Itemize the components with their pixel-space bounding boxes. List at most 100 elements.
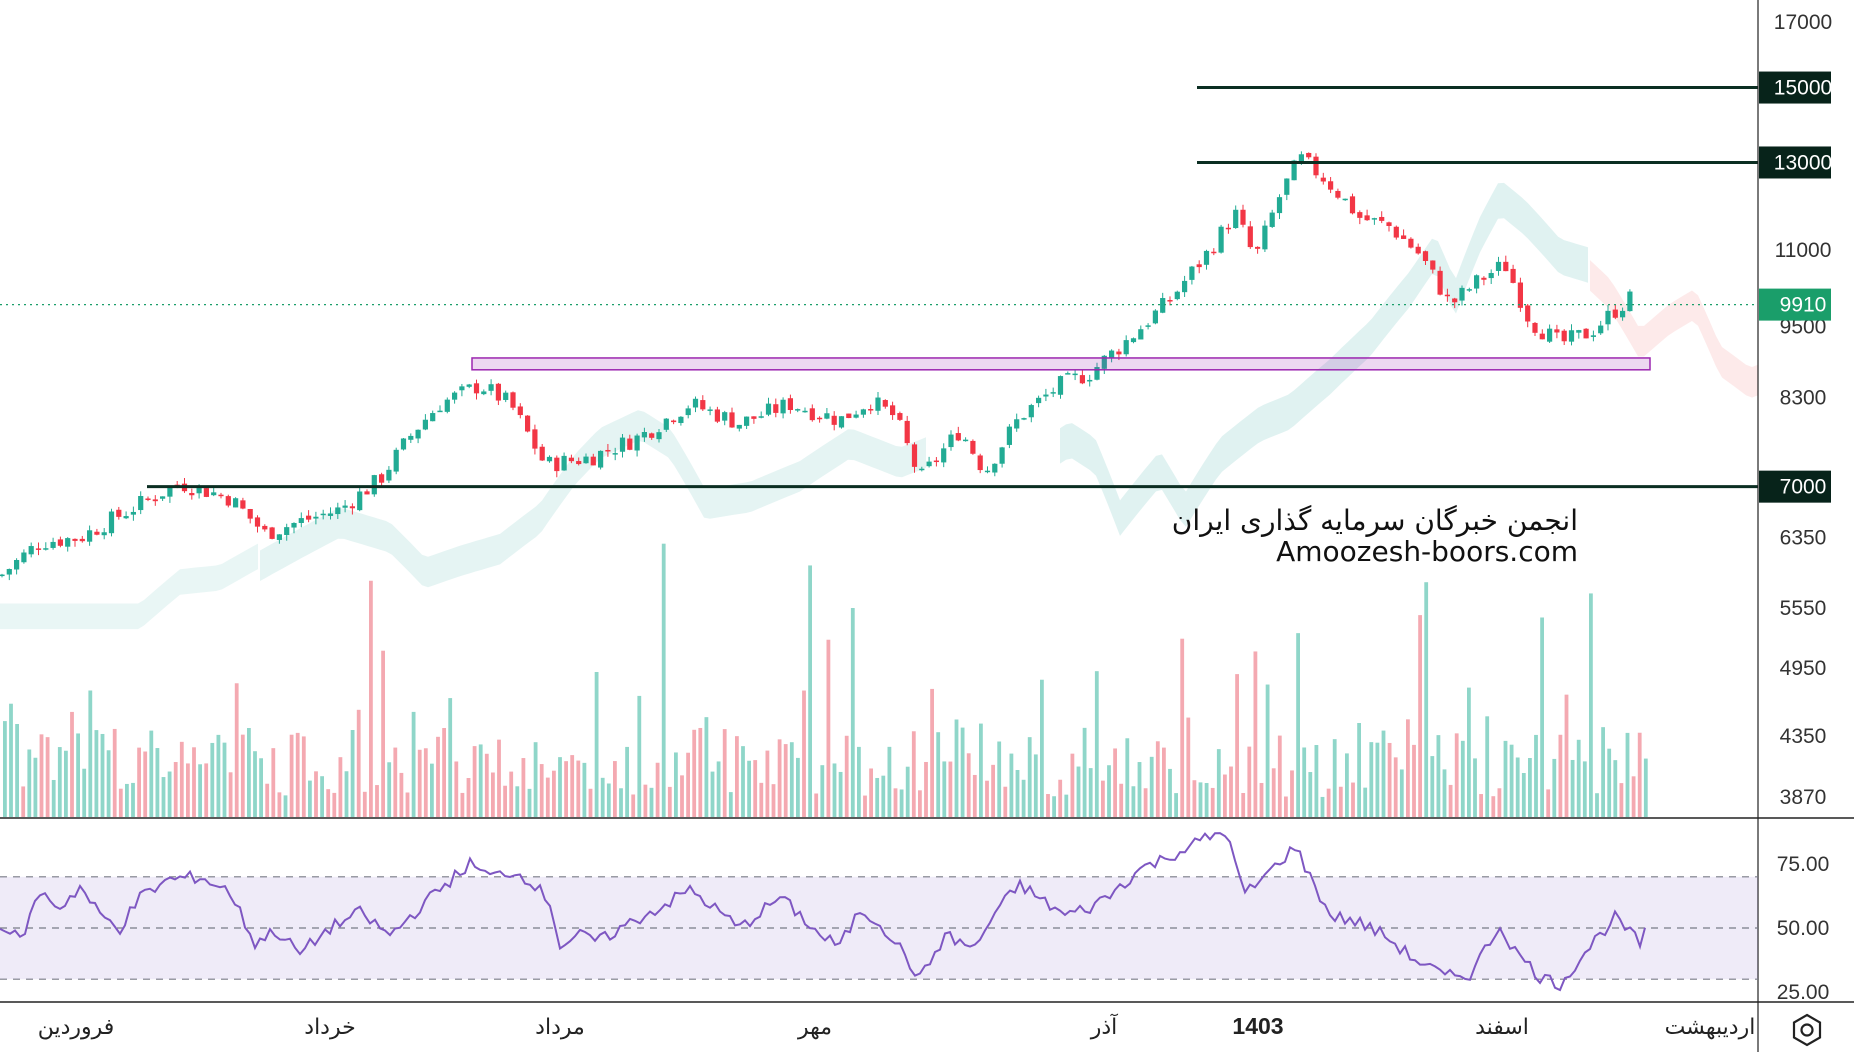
volume-bar <box>106 750 111 817</box>
candle-body <box>1335 190 1341 198</box>
candle-body <box>1379 216 1385 221</box>
candle-body <box>116 509 122 517</box>
volume-bar <box>1198 782 1203 817</box>
candle-body <box>619 437 626 452</box>
candle-body <box>349 506 355 509</box>
volume-bar <box>826 639 831 817</box>
candle-body <box>437 410 443 413</box>
volume-bar <box>545 777 550 817</box>
volume-bar <box>1174 793 1178 817</box>
candle-body <box>1255 246 1261 249</box>
candle-body <box>911 444 918 467</box>
volume-bar <box>198 764 202 817</box>
candle-body <box>1328 181 1334 190</box>
candle-body <box>138 495 144 511</box>
volume-bar <box>515 786 520 817</box>
volume-bar <box>277 792 282 817</box>
candle-body <box>984 470 991 473</box>
candle-body <box>656 432 662 440</box>
volume-bar <box>1107 765 1111 817</box>
volume-bar <box>1540 617 1544 817</box>
volume-bar <box>1125 738 1130 817</box>
candle-body <box>1130 338 1137 343</box>
volume-bar <box>1643 758 1648 817</box>
volume-bar <box>1137 762 1142 817</box>
candle-body <box>1386 222 1392 226</box>
time-axis-label: مهر <box>797 1015 832 1040</box>
volume-bar <box>1162 747 1166 817</box>
volume-bar <box>344 771 349 817</box>
volume-bar <box>1009 753 1014 817</box>
volume-bar <box>253 751 257 817</box>
candle-body <box>167 486 173 497</box>
volume-bar <box>57 747 62 817</box>
volume-bar <box>1607 748 1612 817</box>
volume-bar <box>704 717 709 817</box>
candle-body <box>152 499 158 502</box>
candle-body <box>262 525 268 530</box>
candle-body <box>1087 379 1093 382</box>
candle-body <box>43 548 49 550</box>
volume-bar <box>1424 582 1429 817</box>
candle-body <box>1459 287 1465 301</box>
volume-bar <box>118 788 123 817</box>
volume-bar <box>1082 727 1087 817</box>
candle-body <box>306 515 312 520</box>
volume-bar <box>1076 766 1081 817</box>
volume-bar <box>1155 741 1160 817</box>
volume-bar <box>1357 723 1361 817</box>
volume-bar <box>320 776 324 817</box>
candle-body <box>1576 330 1582 333</box>
candle-body <box>802 410 808 413</box>
candle-body <box>1138 329 1144 340</box>
candle-body <box>1349 196 1356 214</box>
volume-bar <box>741 746 745 817</box>
candle-body <box>977 455 983 471</box>
candle-body <box>926 461 932 467</box>
candle-body <box>1218 226 1224 253</box>
volume-bar <box>1515 757 1520 817</box>
volume-bar <box>448 698 453 817</box>
volume-bar <box>1509 744 1514 817</box>
support-zone <box>471 357 1651 371</box>
candle-body <box>846 413 852 419</box>
volume-bar <box>1375 742 1380 817</box>
volume-bar <box>1582 761 1587 817</box>
time-axis-label: خرداد <box>304 1015 355 1040</box>
candle-body <box>1627 291 1633 312</box>
volume-bar <box>1064 794 1069 817</box>
volume-bar <box>875 777 880 817</box>
volume-bar <box>497 739 501 817</box>
volume-bar <box>1338 786 1343 817</box>
cloud-red-1 <box>1590 260 1758 398</box>
volume-bar <box>88 690 93 817</box>
volume-bar <box>1345 753 1349 817</box>
candle-body <box>1583 328 1589 339</box>
candle-body <box>108 511 115 534</box>
candle-body <box>1145 325 1151 327</box>
candle-body <box>1167 300 1173 302</box>
volume-bar <box>1131 786 1136 817</box>
candle-body <box>240 500 246 509</box>
candle-body <box>196 485 202 494</box>
candle-body <box>758 416 764 418</box>
candle-body <box>408 435 414 440</box>
candle-body <box>1284 178 1290 195</box>
volume-bar <box>1033 754 1038 817</box>
candle-body <box>576 461 582 465</box>
candle-body <box>919 468 925 471</box>
volume-bar <box>887 746 892 817</box>
candle-body <box>1510 268 1516 283</box>
candle-body <box>50 541 56 548</box>
volume-bar <box>216 734 221 817</box>
volume-bar <box>1204 783 1209 817</box>
price-tick-label: 6350 <box>1780 527 1827 550</box>
volume-bar <box>527 788 532 817</box>
candle-body <box>1320 177 1326 182</box>
candle-body <box>649 433 655 438</box>
cloud-green-3 <box>1060 182 1588 536</box>
volume-bar <box>411 711 416 817</box>
volume-bar <box>21 786 26 817</box>
tradingview-logo-icon[interactable] <box>1786 1009 1828 1051</box>
